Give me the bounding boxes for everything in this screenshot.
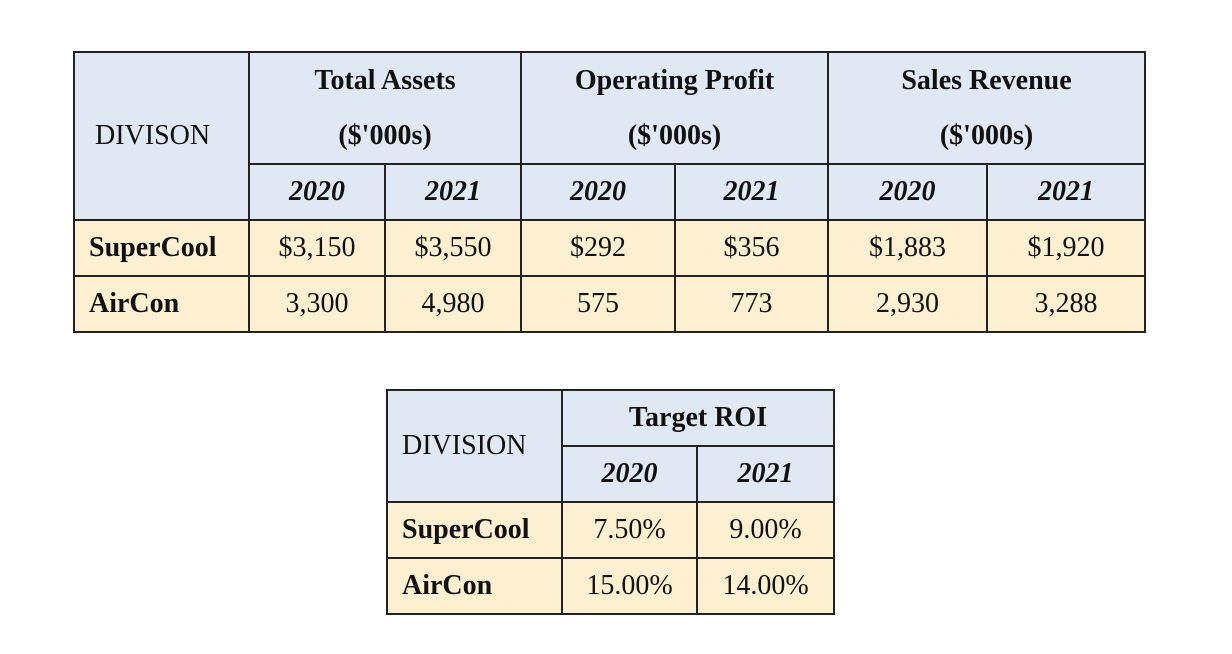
division-table: DIVISON Total Assets ($'000s) Operating P… xyxy=(73,51,1147,333)
division-header: DIVISON xyxy=(73,51,250,221)
value-cell: 15.00% xyxy=(561,557,698,615)
value-cell: $3,550 xyxy=(383,219,523,277)
value-cell: 2,930 xyxy=(827,275,989,333)
value-cell: 3,288 xyxy=(986,275,1147,333)
division-name: AirCon xyxy=(73,275,250,333)
value-cell: $1,920 xyxy=(986,219,1147,277)
table-row: SuperCool $3,150 $3,550 $292 $356 $1,883 $1,92… xyxy=(73,219,1147,277)
group-header: Operating Profit ($'000s) xyxy=(520,51,830,165)
value-cell: $1,883 xyxy=(827,219,989,277)
division-header: DIVISION xyxy=(386,389,563,503)
table-row: AirCon 15.00% 14.00% xyxy=(386,557,835,615)
value-cell: 14.00% xyxy=(696,557,835,615)
value-cell: 4,980 xyxy=(383,275,523,333)
group-unit: ($'000s) xyxy=(939,120,1034,151)
group-title: Total Assets xyxy=(314,65,456,96)
target-roi-table: DIVISION Target ROI 2020 2021 SuperCool 7… xyxy=(386,389,835,615)
group-title: Target ROI xyxy=(561,389,835,447)
division-name: SuperCool xyxy=(73,219,250,277)
value-cell: $292 xyxy=(520,219,677,277)
value-cell: 773 xyxy=(674,275,830,333)
group-title: Operating Profit xyxy=(574,65,775,96)
year-header: 2021 xyxy=(674,163,830,221)
value-cell: 9.00% xyxy=(696,501,835,559)
year-header: 2021 xyxy=(383,163,523,221)
value-cell: $356 xyxy=(674,219,830,277)
table-row: SuperCool 7.50% 9.00% xyxy=(386,501,835,559)
value-cell: 575 xyxy=(520,275,677,333)
year-header: 2020 xyxy=(248,163,386,221)
group-unit: ($'000s) xyxy=(627,120,722,151)
year-header: 2021 xyxy=(986,163,1147,221)
group-title: Sales Revenue xyxy=(901,65,1072,96)
value-cell: 7.50% xyxy=(561,501,698,559)
table-row: AirCon 3,300 4,980 575 773 2,930 3,288 xyxy=(73,275,1147,333)
division-name: AirCon xyxy=(386,557,563,615)
group-header: Sales Revenue ($'000s) xyxy=(827,51,1147,165)
value-cell: $3,150 xyxy=(248,219,386,277)
division-name: SuperCool xyxy=(386,501,563,559)
value-cell: 3,300 xyxy=(248,275,386,333)
group-header: Total Assets ($'000s) xyxy=(247,51,523,165)
year-header: 2020 xyxy=(520,163,677,221)
year-header: 2020 xyxy=(561,445,698,503)
year-header: 2021 xyxy=(696,445,835,503)
year-header: 2020 xyxy=(827,163,989,221)
group-unit: ($'000s) xyxy=(338,120,432,151)
